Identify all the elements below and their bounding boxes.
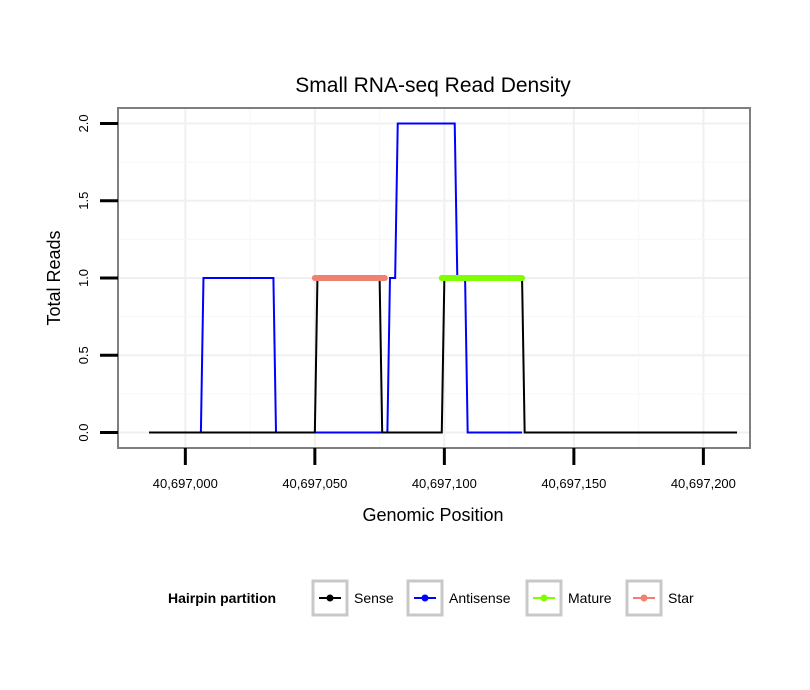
y-tick-label: 1.0 bbox=[76, 269, 91, 287]
legend-item-sense: Sense bbox=[311, 579, 394, 617]
y-tick-label: 1.5 bbox=[76, 192, 91, 210]
legend-label: Mature bbox=[568, 590, 612, 606]
legend-key-point bbox=[540, 594, 548, 602]
legend-label: Star bbox=[668, 590, 694, 606]
chart-title: Small RNA-seq Read Density bbox=[295, 74, 571, 97]
x-axis-title: Genomic Position bbox=[362, 505, 503, 525]
x-tick-label: 40,697,000 bbox=[153, 476, 218, 491]
y-axis-title: Total Reads bbox=[44, 230, 64, 325]
y-tick-label: 2.0 bbox=[76, 114, 91, 132]
x-tick-label: 40,697,100 bbox=[412, 476, 477, 491]
legend-item-mature: Mature bbox=[525, 579, 612, 617]
legend-key-point bbox=[421, 594, 429, 602]
legend-item-antisense: Antisense bbox=[406, 579, 511, 617]
y-axis: 0.0 0.5 1.0 1.5 2.0 bbox=[76, 114, 118, 442]
series-line-sense bbox=[149, 277, 738, 434]
legend-title: Hairpin partition bbox=[168, 590, 276, 606]
legend-key-point bbox=[326, 594, 334, 602]
legend: Hairpin partition Sense Antisense Mature St… bbox=[168, 579, 694, 617]
y-tick-label: 0.5 bbox=[76, 346, 91, 364]
x-tick-label: 40,697,050 bbox=[282, 476, 347, 491]
legend-label: Sense bbox=[354, 590, 394, 606]
legend-label: Antisense bbox=[449, 590, 511, 606]
x-axis: 40,697,000 40,697,050 40,697,100 40,697,150… bbox=[153, 448, 736, 491]
y-tick-label: 0.0 bbox=[76, 424, 91, 442]
x-tick-label: 40,697,200 bbox=[671, 476, 736, 491]
plot-area bbox=[117, 107, 751, 449]
x-tick-label: 40,697,150 bbox=[541, 476, 606, 491]
series-layer bbox=[149, 122, 738, 434]
legend-key-point bbox=[640, 594, 648, 602]
legend-item-star: Star bbox=[625, 579, 694, 617]
